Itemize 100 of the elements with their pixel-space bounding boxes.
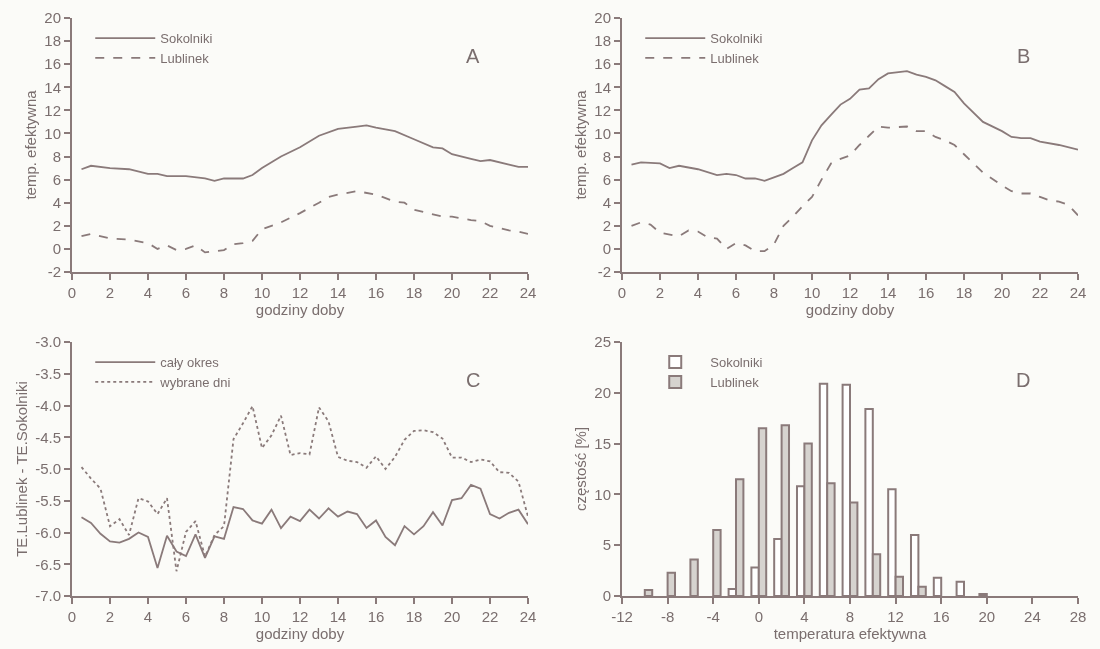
x-tick-label: 8 (769, 284, 779, 301)
legend-label: Sokolniki (710, 355, 763, 371)
x-tick-label: 10 (253, 608, 271, 625)
y-tick-label: 4 (602, 193, 611, 211)
legend-label: wybrane dni (159, 375, 231, 390)
x-tick-label: 18 (405, 284, 423, 301)
y-tick-label: -2 (597, 263, 611, 281)
x-tick-label: 22 (481, 284, 499, 301)
y-tick-label: 6 (602, 170, 611, 188)
y-tick-label: 2 (602, 217, 611, 235)
x-tick-label: 6 (181, 284, 191, 301)
y-tick-label: 16 (594, 55, 611, 73)
x-axis-title: temperatura efektywna (773, 625, 927, 642)
y-tick-label: 8 (602, 147, 611, 165)
line-series (630, 125, 1078, 253)
y-tick-label: 12 (594, 101, 611, 119)
x-tick-label: 18 (955, 284, 973, 301)
x-axis-title: godziny doby (805, 301, 895, 318)
y-tick-label: 25 (594, 333, 611, 351)
x-tick-label: 8 (219, 284, 229, 301)
line-series (630, 70, 1078, 182)
x-tick-label: 2 (105, 284, 115, 301)
x-tick-label: 12 (841, 284, 859, 301)
legend-label: Lublinek (710, 51, 760, 66)
x-tick-label: 22 (1031, 284, 1049, 301)
x-tick-label: 0 (754, 608, 763, 625)
x-tick-label: 28 (1069, 608, 1087, 625)
y-tick-label: 10 (44, 124, 61, 142)
y-tick-label: 16 (44, 55, 61, 73)
y-tick-label: -3.0 (35, 333, 61, 351)
y-tick-label: 12 (44, 101, 61, 119)
y-tick-label: -4.5 (35, 428, 61, 446)
annotation: C (466, 369, 481, 391)
line-series (80, 190, 528, 254)
y-tick-label: 14 (594, 78, 611, 96)
y-tick-label: 18 (44, 32, 61, 50)
x-tick-label: 6 (731, 284, 741, 301)
x-tick-label: 8 (845, 608, 855, 625)
x-tick-label: 2 (655, 284, 665, 301)
x-tick-label: 16 (367, 608, 385, 625)
x-axis-title: godziny doby (255, 301, 345, 318)
x-tick-label: 20 (443, 284, 461, 301)
x-tick-label: 18 (405, 608, 423, 625)
x-tick-label: 24 (519, 284, 537, 301)
y-tick-label: 0 (602, 587, 611, 605)
x-tick-label: 12 (291, 284, 309, 301)
y-tick-label: 2 (52, 217, 61, 235)
x-tick-label: 8 (219, 608, 229, 625)
line-series (80, 124, 528, 182)
x-tick-label: 4 (693, 284, 703, 301)
x-tick-label: 4 (143, 284, 153, 301)
y-tick-label: 20 (44, 9, 61, 27)
legend-label: Lublinek (160, 51, 210, 66)
y-tick-label: 20 (594, 9, 611, 27)
y-tick-label: -2 (47, 263, 61, 281)
y-axis-title: temp. efektywna (22, 89, 40, 200)
x-tick-label: 20 (443, 608, 461, 625)
x-tick-label: 24 (1024, 608, 1041, 625)
legend-label: Sokolniki (160, 31, 213, 47)
y-tick-label: 6 (52, 170, 61, 188)
y-tick-label: -7.0 (35, 587, 61, 605)
y-tick-label: 14 (44, 78, 61, 96)
x-tick-label: 0 (67, 608, 77, 625)
x-tick-label: 12 (291, 608, 309, 625)
x-tick-label: -8 (660, 608, 675, 625)
y-tick-label: 10 (594, 124, 611, 142)
x-tick-label: -12 (611, 608, 633, 625)
legend-label: Lublinek (710, 375, 760, 390)
y-tick-label: 15 (594, 434, 611, 452)
y-tick-label: -3.5 (35, 365, 61, 382)
y-axis-title: częstość [%] (572, 426, 590, 512)
x-tick-label: 20 (993, 284, 1011, 301)
legend-label: Sokolniki (710, 31, 763, 47)
x-tick-label: 2 (105, 608, 115, 625)
x-tick-label: 10 (253, 284, 271, 301)
x-tick-label: 4 (143, 608, 153, 625)
y-tick-label: 0 (52, 240, 61, 258)
y-tick-label: -6.5 (35, 555, 61, 573)
x-tick-label: 24 (1069, 284, 1087, 301)
x-tick-label: 14 (329, 284, 347, 301)
x-tick-label: 16 (932, 608, 950, 625)
annotation: D (1016, 369, 1031, 391)
y-tick-label: 8 (52, 147, 61, 165)
y-tick-label: 4 (52, 193, 61, 211)
y-tick-label: 18 (594, 32, 611, 50)
x-tick-label: -4 (706, 608, 720, 625)
x-tick-label: 16 (917, 284, 935, 301)
x-tick-label: 4 (800, 608, 809, 625)
line-series (80, 405, 528, 573)
y-tick-label: 20 (594, 384, 611, 402)
annotation: B (1017, 45, 1031, 67)
x-tick-label: 0 (67, 284, 77, 301)
x-tick-label: 20 (978, 608, 996, 625)
x-tick-label: 14 (329, 608, 347, 625)
x-tick-label: 0 (617, 284, 627, 301)
x-tick-label: 12 (887, 608, 904, 625)
x-tick-label: 6 (181, 608, 191, 625)
y-tick-label: 10 (594, 485, 611, 503)
annotation: A (466, 45, 480, 67)
x-tick-label: 14 (879, 284, 897, 301)
